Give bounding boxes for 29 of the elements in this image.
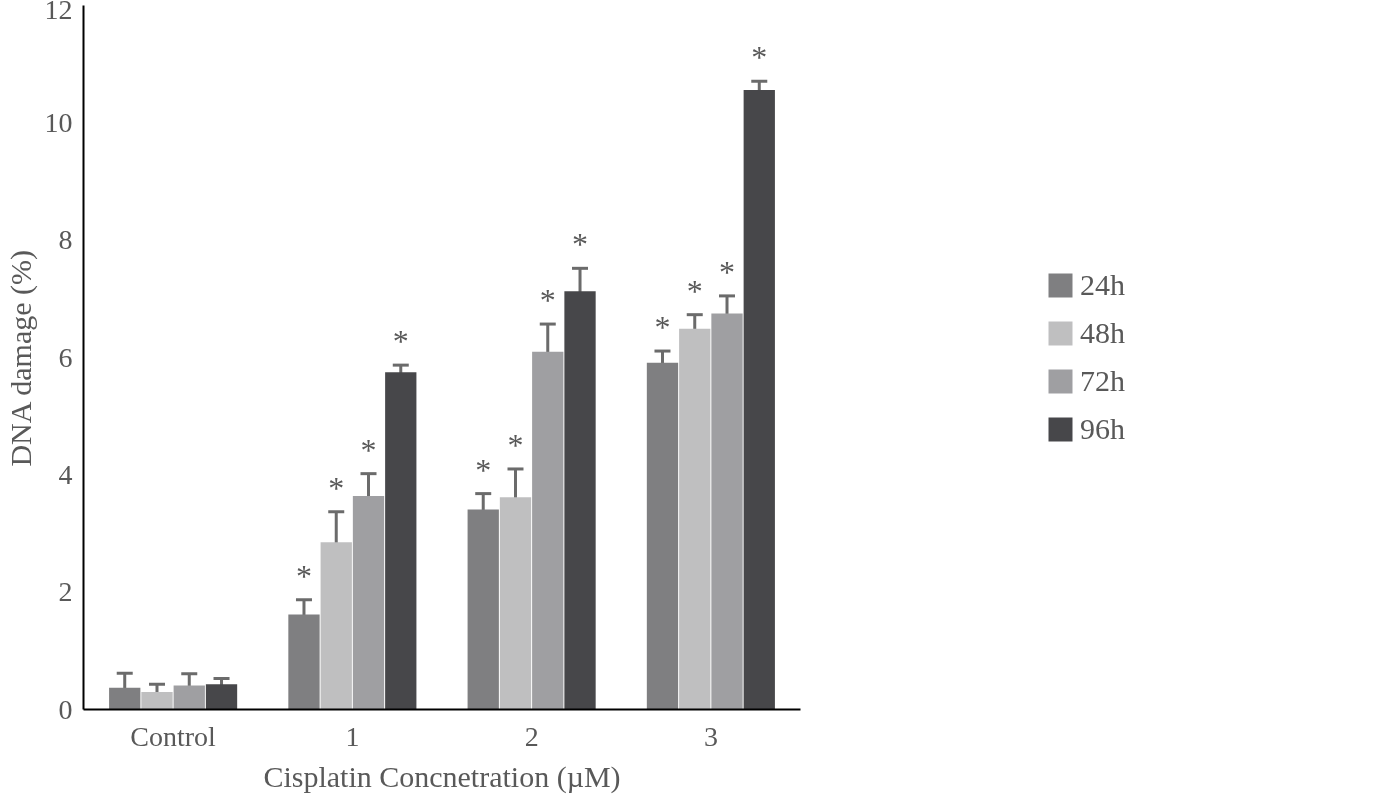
y-tick-label: 0 xyxy=(58,693,73,725)
data-label: * xyxy=(654,309,671,346)
data-label: * xyxy=(572,226,589,263)
x-tick-label: Control xyxy=(130,720,217,752)
data-label: * xyxy=(360,431,377,468)
x-axis-title: Cisplatin Concnetration (µM) xyxy=(263,759,621,794)
data-label: * xyxy=(295,557,312,594)
data-label: * xyxy=(392,323,409,360)
legend-label: 48h xyxy=(1080,316,1125,350)
data-label: * xyxy=(475,451,492,488)
x-tick-label: 3 xyxy=(703,720,718,752)
y-tick-label: 4 xyxy=(58,458,73,490)
y-tick-label: 8 xyxy=(58,224,73,256)
data-label: * xyxy=(686,272,703,309)
legend-label: 72h xyxy=(1080,364,1125,398)
x-tick-label: 2 xyxy=(524,720,539,752)
data-label: * xyxy=(719,253,736,290)
legend-label: 96h xyxy=(1080,412,1125,446)
y-tick-label: 10 xyxy=(44,106,73,138)
y-tick-label: 12 xyxy=(44,0,73,25)
y-tick-label: 2 xyxy=(58,576,73,608)
data-label: * xyxy=(751,39,768,76)
y-tick-label: 6 xyxy=(58,341,73,373)
y-axis-title: DNA damage (%) xyxy=(3,250,38,467)
data-label: * xyxy=(539,282,556,319)
legend-label: 24h xyxy=(1080,268,1125,302)
x-tick-label: 1 xyxy=(345,720,360,752)
data-label: * xyxy=(507,426,524,463)
data-label: * xyxy=(328,469,345,506)
